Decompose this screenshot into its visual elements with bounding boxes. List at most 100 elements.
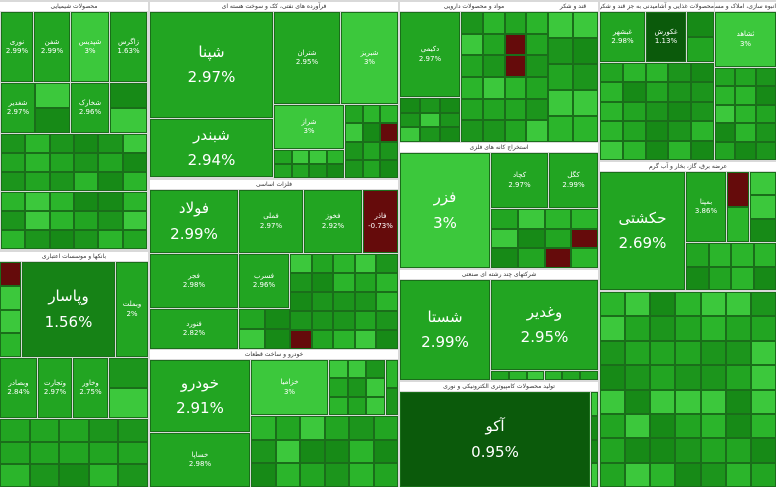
stock-tile[interactable]: حکشتی 2.69% <box>600 172 685 290</box>
stock-tile[interactable]: فسرب 2.96% <box>239 254 289 308</box>
stock-tile[interactable]: غبشهر 2.98% <box>600 12 645 62</box>
tile-change: 2.97% <box>508 180 531 189</box>
stock-tile[interactable]: کچاد 2.97% <box>491 153 548 208</box>
stock-tile[interactable]: شخارک 2.96% <box>71 83 109 133</box>
small-tile <box>548 90 573 116</box>
stock-tile[interactable]: وتجارت 2.97% <box>38 358 72 418</box>
stock-tile[interactable]: خودرو 2.91% <box>150 360 250 432</box>
stock-tile[interactable]: شراز 3% <box>274 105 344 149</box>
tile-change: 3% <box>84 47 96 55</box>
stock-tile[interactable]: شپنا 2.97% <box>150 12 273 118</box>
stock-tile[interactable]: شبندر 2.94% <box>150 119 273 177</box>
small-tile <box>735 141 756 160</box>
small-tile <box>362 141 381 160</box>
small-tile <box>366 378 385 397</box>
small-tile <box>548 64 573 90</box>
small-tile <box>251 463 276 487</box>
tile-change: 2.69% <box>618 234 667 252</box>
tile-label: فسرب <box>253 271 275 280</box>
small-tile <box>376 292 398 311</box>
small-tile <box>750 316 776 341</box>
small-tile <box>98 153 123 173</box>
stock-tile[interactable]: شتران 2.95% <box>274 12 340 104</box>
small-tile <box>420 98 440 113</box>
stock-tile[interactable]: فزر 3% <box>400 153 490 268</box>
small-tile <box>59 441 89 465</box>
small-tile <box>675 316 701 341</box>
stock-tile[interactable]: وغدیر 2.95% <box>491 280 598 370</box>
stock-tile[interactable]: وپاسار 1.56% <box>22 262 115 357</box>
small-tile <box>380 123 398 142</box>
small-tile <box>600 413 626 439</box>
small-tile <box>290 292 312 311</box>
small-tile <box>122 229 147 249</box>
stock-tile[interactable]: فخوز 2.92% <box>304 190 362 253</box>
stock-tile[interactable]: شبریز 3% <box>341 12 398 104</box>
stock-tile[interactable]: فاذر -0.73% <box>363 190 398 253</box>
small-tile <box>600 101 623 122</box>
small-tile <box>311 311 334 330</box>
small-tile <box>504 77 527 99</box>
small-tile <box>98 229 123 249</box>
stock-tile[interactable]: وبملت 2% <box>116 262 148 357</box>
small-tile <box>625 316 651 341</box>
small-tile <box>544 228 572 249</box>
small-tile <box>109 358 148 388</box>
small-tile <box>49 134 74 154</box>
small-tile <box>122 172 147 192</box>
stock-tile[interactable]: فولاد 2.99% <box>150 190 238 253</box>
small-tile <box>333 311 355 330</box>
small-tile <box>25 172 50 192</box>
stock-tile[interactable]: دکیمی 2.97% <box>400 12 460 97</box>
small-tile <box>600 121 623 141</box>
stock-tile[interactable]: زاگرس 1.63% <box>110 12 147 82</box>
small-tile <box>461 120 483 142</box>
small-tile <box>366 360 385 379</box>
stock-tile[interactable]: شستا 2.99% <box>400 280 490 380</box>
stock-tile[interactable]: شفن 2.99% <box>34 12 70 82</box>
small-tile <box>59 464 89 487</box>
stock-tile[interactable]: بمپنا 3.86% <box>686 172 726 242</box>
tile-change: 2.82% <box>182 329 206 337</box>
small-tile <box>25 191 50 211</box>
small-tile <box>376 311 398 330</box>
small-tile <box>25 134 50 154</box>
stock-tile[interactable]: خساپا 2.98% <box>150 433 250 487</box>
stock-tile[interactable]: وخاور 2.75% <box>73 358 108 418</box>
small-tile <box>74 153 99 173</box>
stock-tile[interactable]: آکو 0.95% <box>400 392 590 487</box>
small-tile <box>755 104 776 124</box>
small-tile <box>725 316 751 341</box>
tile-label: فزر <box>433 188 457 206</box>
stock-tile[interactable]: نوری 2.99% <box>1 12 33 82</box>
small-tile <box>329 360 348 379</box>
small-tile <box>526 371 545 380</box>
stock-tile[interactable]: فملی 2.97% <box>239 190 303 253</box>
stock-tile[interactable]: ثشاهد 3% <box>715 12 776 67</box>
small-tile <box>645 140 669 160</box>
small-tile <box>333 292 355 311</box>
small-tile <box>573 64 598 90</box>
stock-tile[interactable]: فنورد 2.82% <box>150 309 238 349</box>
small-tile <box>750 292 776 317</box>
stock-tile[interactable]: شپدیس 3% <box>71 12 109 82</box>
sector-header: محصولات غذایی و آشامیدنی به جز قند و شکر <box>600 2 714 11</box>
small-tile <box>347 396 367 415</box>
small-tile <box>725 438 751 463</box>
small-tile <box>239 329 265 349</box>
stock-tile[interactable]: غکورش 1.13% <box>646 12 686 62</box>
stock-tile[interactable]: خزامیا 3% <box>251 360 328 415</box>
stock-tile[interactable]: فجر 2.98% <box>150 254 238 308</box>
small-tile <box>755 123 776 142</box>
stock-tile[interactable]: شغدیر 2.97% <box>1 83 35 133</box>
tile-change: 2.97% <box>418 54 442 63</box>
tile-label: شفن <box>44 37 60 46</box>
tile-label: فجر <box>188 271 200 280</box>
small-tile <box>300 439 325 464</box>
small-tile <box>1 191 26 211</box>
stock-tile[interactable]: کگل 2.99% <box>549 153 598 208</box>
stock-tile[interactable]: وبصادر 2.84% <box>0 358 37 418</box>
small-tile <box>110 83 147 108</box>
small-tile <box>517 209 545 229</box>
small-tile <box>544 209 572 229</box>
